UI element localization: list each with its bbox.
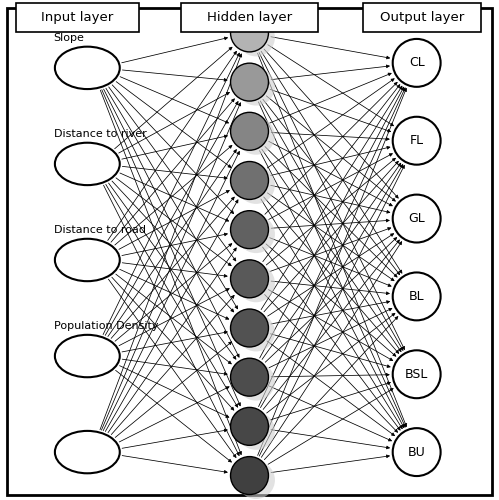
Ellipse shape <box>55 142 120 185</box>
Ellipse shape <box>55 46 120 89</box>
Ellipse shape <box>231 408 268 446</box>
Ellipse shape <box>55 431 120 474</box>
Ellipse shape <box>237 264 275 302</box>
Text: BSL: BSL <box>405 368 428 381</box>
Ellipse shape <box>237 314 275 352</box>
Text: GL: GL <box>408 212 425 225</box>
Ellipse shape <box>231 210 268 248</box>
Ellipse shape <box>393 272 441 320</box>
Ellipse shape <box>237 461 275 499</box>
Ellipse shape <box>237 362 275 401</box>
Ellipse shape <box>393 194 441 242</box>
Ellipse shape <box>237 215 275 253</box>
Ellipse shape <box>55 335 120 377</box>
Ellipse shape <box>393 428 441 476</box>
Ellipse shape <box>231 63 268 101</box>
Ellipse shape <box>231 14 268 52</box>
Text: FL: FL <box>410 134 424 147</box>
Text: Slope: Slope <box>53 34 84 43</box>
Ellipse shape <box>55 239 120 281</box>
Text: Input layer: Input layer <box>41 12 113 24</box>
Text: Distance to road: Distance to road <box>53 226 146 235</box>
Text: CL: CL <box>409 56 425 70</box>
FancyBboxPatch shape <box>363 4 481 32</box>
Text: BU: BU <box>408 446 426 458</box>
Ellipse shape <box>237 412 275 450</box>
Ellipse shape <box>393 39 441 87</box>
Text: Output layer: Output layer <box>380 12 464 24</box>
Ellipse shape <box>237 68 275 106</box>
Ellipse shape <box>231 162 268 200</box>
Text: Hidden layer: Hidden layer <box>207 12 292 24</box>
Ellipse shape <box>231 260 268 298</box>
Ellipse shape <box>231 358 268 396</box>
FancyBboxPatch shape <box>16 4 139 32</box>
Ellipse shape <box>231 456 268 494</box>
Ellipse shape <box>237 166 275 204</box>
Ellipse shape <box>237 117 275 154</box>
FancyBboxPatch shape <box>7 8 492 494</box>
Ellipse shape <box>393 117 441 164</box>
Text: BL: BL <box>409 290 425 303</box>
Ellipse shape <box>231 112 268 150</box>
Ellipse shape <box>393 350 441 398</box>
Text: Distance to river: Distance to river <box>53 130 146 140</box>
Ellipse shape <box>237 18 275 57</box>
FancyBboxPatch shape <box>181 4 318 32</box>
Text: Population Density: Population Density <box>53 322 158 332</box>
Ellipse shape <box>231 309 268 347</box>
